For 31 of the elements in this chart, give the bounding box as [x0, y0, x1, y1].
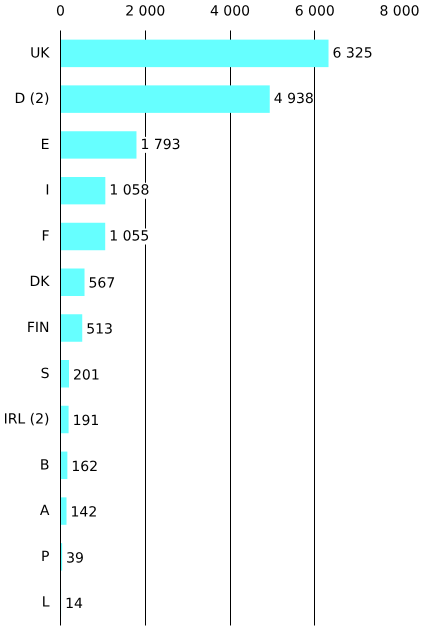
data-label: 4 938: [274, 91, 314, 108]
x-tick-label: 0: [56, 4, 65, 20]
data-label: 1 793: [140, 136, 181, 153]
y-tick-label: DK: [30, 274, 50, 290]
y-tick-label: FIN: [26, 320, 50, 336]
y-tick-label: E: [40, 136, 50, 153]
data-label: 162: [71, 458, 98, 475]
data-label: 567: [88, 276, 116, 292]
x-tick-label: 8 000: [379, 4, 420, 20]
y-tick-label: S: [40, 366, 50, 382]
x-tick-label: 4 000: [210, 4, 250, 20]
data-label: 1 058: [109, 182, 150, 199]
x-tick-label: 6 000: [294, 4, 335, 20]
data-label: 191: [72, 413, 100, 430]
y-tick-label: I: [45, 182, 50, 199]
y-tick-label: IRL (2): [4, 412, 50, 428]
y-tick-label: P: [41, 548, 50, 565]
y-tick-label: A: [40, 503, 50, 520]
y-tick-label: B: [40, 457, 50, 474]
data-label: 1 055: [109, 228, 150, 244]
data-label: 39: [66, 550, 84, 566]
x-tick-label: 2 000: [125, 4, 166, 20]
data-label: 513: [86, 322, 113, 338]
y-tick-label: L: [42, 594, 50, 611]
data-label: 142: [70, 504, 98, 521]
y-tick-label: D (2): [14, 91, 50, 108]
data-label: 201: [73, 367, 100, 384]
y-tick-label: UK: [30, 45, 50, 62]
data-label: 6 325: [332, 45, 373, 62]
y-tick-label: F: [41, 228, 50, 244]
data-label: 14: [65, 596, 83, 612]
